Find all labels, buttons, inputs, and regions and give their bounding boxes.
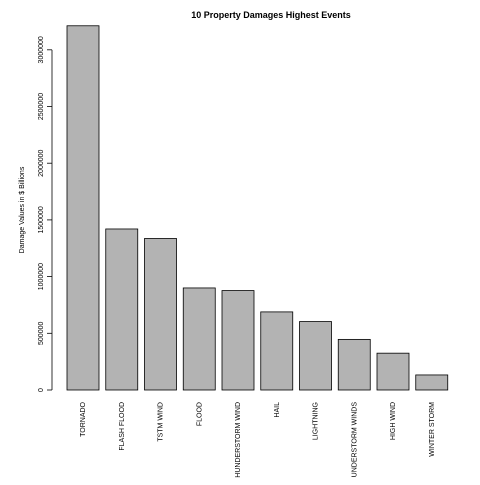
y-tick-label: 0 (38, 388, 45, 392)
y-tick-label: 1500000 (38, 206, 45, 233)
bar-understorm-winds (337, 338, 371, 391)
bars-group (66, 25, 449, 391)
chart-title: 10 Property Damages Highest Events (191, 10, 351, 20)
x-tick-label: FLOOD (196, 402, 203, 426)
x-tick-label: UNDERSTORM WINDS (351, 402, 358, 478)
x-tick-labels: TORNADO FLASH FLOOD TSTM WIND FLOOD HUNDERST… (80, 401, 436, 477)
y-tick-label: 3000000 (38, 36, 45, 63)
x-tick-label: HAIL (274, 402, 281, 418)
x-tick-label: LIGHTNING (313, 402, 320, 440)
x-tick-label: HIGH WIND (390, 402, 397, 440)
y-tick-label: 500000 (38, 322, 45, 345)
bar-lightning (299, 321, 332, 391)
bar-flood (182, 287, 216, 391)
bar-winter-storm (415, 374, 449, 391)
x-tick-label: TORNADO (80, 401, 87, 436)
x-tick-label: TSTM WIND (158, 402, 165, 442)
bar-hunderstorm-wind (221, 290, 255, 391)
bar-hail (260, 311, 294, 391)
y-tick-label: 2500000 (38, 93, 45, 120)
y-tick-label: 2000000 (38, 149, 45, 176)
y-axis-label: Damage Values in $ Billions (19, 166, 26, 253)
x-tick-label: FLASH FLOOD (119, 402, 126, 451)
x-tick-label: HUNDERSTORM WIND (235, 402, 242, 478)
bar-high-wind (376, 352, 410, 391)
y-tick-label: 1000000 (38, 263, 45, 290)
x-tick-label: WINTER STORM (429, 402, 436, 457)
bar-flash-flood (105, 228, 139, 391)
y-axis: 0 500000 1000000 1500000 2000000 2500000 30000… (38, 36, 53, 392)
bar-tstm-wind (144, 238, 177, 391)
bar-tornado (66, 25, 100, 391)
